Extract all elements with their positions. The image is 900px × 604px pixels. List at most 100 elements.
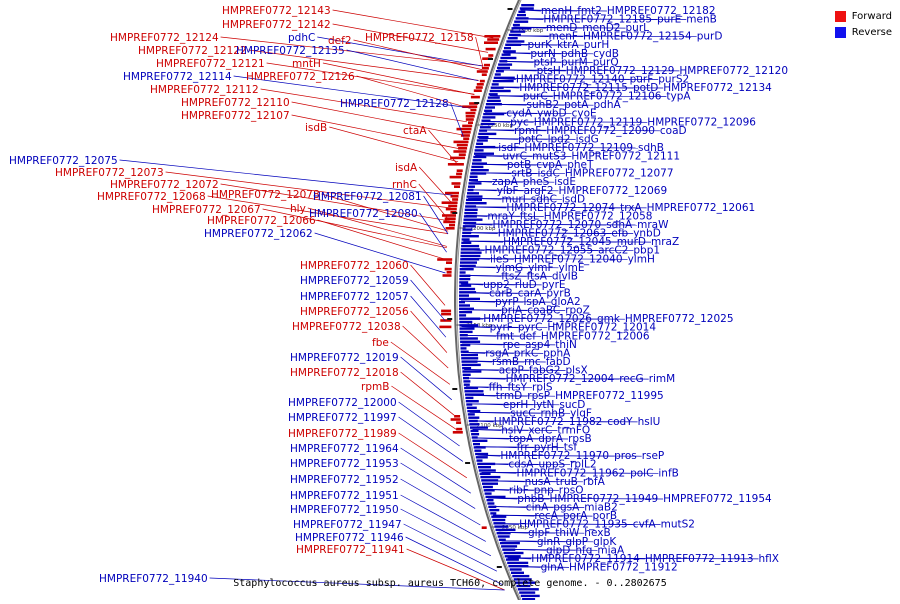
forward-gene bbox=[484, 35, 501, 38]
connector-line bbox=[400, 447, 471, 494]
gene-label: HMPREF0772_12107 bbox=[181, 110, 290, 122]
reverse-gene bbox=[511, 571, 524, 574]
reverse-gene bbox=[503, 551, 524, 555]
forward-gene bbox=[441, 309, 452, 313]
reverse-gene bbox=[500, 56, 517, 60]
connector-line bbox=[483, 120, 648, 123]
gene-label: pphA bbox=[543, 347, 571, 359]
gene-label: HMPREF0772_12081 bbox=[313, 191, 422, 203]
gene-label: gloA2 bbox=[551, 296, 581, 308]
connector-line bbox=[501, 540, 594, 543]
connector-line bbox=[485, 112, 572, 115]
connector-line bbox=[513, 26, 626, 29]
gene-label: HMPREF0772_12059 bbox=[300, 275, 409, 287]
gene-label: HMPREF0772_11951 bbox=[290, 490, 399, 502]
gene-label: HMPREF0772_11952 bbox=[290, 474, 399, 486]
forward-gene bbox=[469, 102, 479, 105]
connector-line bbox=[469, 189, 559, 192]
reverse-gene bbox=[504, 555, 521, 558]
gene-label: HMPREF0772_11982 bbox=[494, 416, 603, 428]
reverse-gene bbox=[462, 228, 473, 231]
gene-label: HMPREF0772_12072 bbox=[110, 179, 219, 191]
gene-label: rnhC bbox=[392, 179, 417, 191]
connector-line bbox=[520, 9, 607, 12]
forward-gene bbox=[454, 415, 461, 418]
forward-gene bbox=[448, 204, 458, 208]
gene-label: hly bbox=[290, 203, 306, 215]
reverse-gene bbox=[484, 492, 492, 495]
connector-line bbox=[475, 446, 564, 448]
reverse-gene bbox=[459, 264, 476, 268]
reverse-gene bbox=[465, 400, 479, 403]
connector-line bbox=[418, 183, 450, 221]
reverse-gene bbox=[465, 202, 487, 205]
reverse-gene bbox=[483, 489, 495, 492]
connector-line bbox=[461, 334, 541, 337]
ruler-tick-label: 2300 kbp bbox=[517, 28, 543, 34]
gene-label: HMPREF0772_12119 bbox=[534, 116, 643, 128]
forward-gene bbox=[456, 172, 463, 176]
forward-gene bbox=[445, 191, 459, 195]
connector-line bbox=[465, 215, 544, 217]
connector-line bbox=[470, 420, 638, 423]
connector-line bbox=[400, 508, 492, 557]
gene-label: ylqF bbox=[570, 407, 592, 419]
forward-gene bbox=[441, 312, 452, 316]
reverse-gene bbox=[497, 66, 510, 70]
connector-line bbox=[391, 385, 457, 430]
reverse-gene bbox=[468, 182, 482, 185]
reverse-gene bbox=[464, 208, 478, 211]
forward-gene bbox=[479, 79, 485, 83]
connector-line bbox=[516, 18, 687, 20]
gene-label: HMPREF0772_12135 bbox=[236, 45, 345, 57]
forward-gene bbox=[465, 111, 476, 115]
gene-label: rplS bbox=[532, 382, 553, 394]
connector-line bbox=[248, 49, 479, 81]
reverse-gene bbox=[466, 406, 477, 409]
gene-label: HMPREF0772_11947 bbox=[293, 519, 402, 531]
gene-label: pyrB bbox=[546, 288, 570, 300]
gene-label: rpsB bbox=[568, 433, 592, 445]
reverse-gene bbox=[477, 136, 489, 139]
forward-gene bbox=[456, 143, 468, 147]
reverse-gene bbox=[470, 426, 488, 429]
reverse-gene bbox=[519, 7, 534, 10]
connector-line bbox=[398, 401, 460, 447]
connector-line bbox=[332, 9, 494, 39]
connector-line bbox=[472, 429, 558, 431]
forward-gene bbox=[446, 261, 452, 264]
gene-label: HMPREF0772_11954 bbox=[663, 493, 772, 505]
connector-line bbox=[462, 257, 628, 260]
forward-gene bbox=[484, 63, 490, 67]
gene-label: HMPREF0772_12074 bbox=[506, 202, 615, 214]
connector-line bbox=[500, 61, 593, 63]
connector-line bbox=[400, 371, 455, 416]
reverse-gene bbox=[461, 244, 480, 248]
reverse-gene bbox=[467, 413, 475, 416]
connector-line bbox=[504, 548, 598, 551]
backbone-arc bbox=[454, 0, 522, 604]
connector-line bbox=[317, 219, 447, 260]
gene-label: HMPREF0772_11914 bbox=[531, 553, 640, 565]
forward-gene bbox=[481, 67, 489, 70]
gene-label: HMPREF0772_12040 bbox=[514, 253, 623, 265]
gene-marker bbox=[474, 102, 480, 104]
reverse-gene bbox=[462, 225, 476, 228]
gene-label: HMPREF0772_12115 bbox=[519, 82, 628, 94]
gene-marker bbox=[507, 8, 513, 10]
gene-label: HMPREF0772_11935 bbox=[519, 519, 628, 531]
connector-line bbox=[403, 523, 498, 572]
gene-label: HMPREF0772_12026 bbox=[483, 313, 592, 325]
connector-line bbox=[220, 183, 450, 222]
forward-gene bbox=[463, 137, 470, 140]
reverse-gene bbox=[461, 357, 479, 360]
forward-gene bbox=[447, 163, 464, 166]
gene-label: HMPREF0772_12025 bbox=[625, 313, 734, 325]
reverse-gene bbox=[479, 126, 491, 129]
reverse-gene bbox=[487, 502, 495, 505]
reverse-gene bbox=[473, 442, 480, 446]
connector-line bbox=[461, 326, 548, 329]
connector-line bbox=[510, 35, 697, 38]
connector-line bbox=[291, 101, 464, 136]
gene-label: hflX bbox=[759, 553, 779, 565]
